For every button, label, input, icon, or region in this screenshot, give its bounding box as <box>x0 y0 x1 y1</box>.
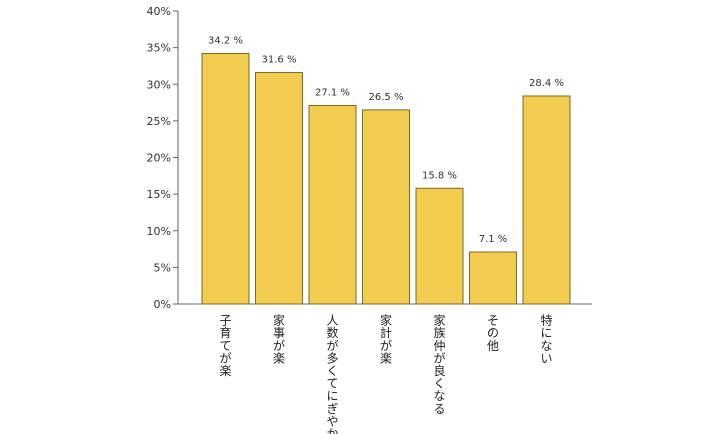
category-label: 人数が多くてにぎやか <box>326 314 338 434</box>
category-label: 子育てが楽 <box>219 314 231 378</box>
category-label: その他 <box>487 314 499 353</box>
bar <box>469 251 517 305</box>
category-label: 家族仲が良くなる <box>433 313 445 416</box>
data-label: 7.1 % <box>479 234 508 245</box>
bar <box>522 95 571 305</box>
bar <box>201 52 250 305</box>
category-label: 家事が楽 <box>273 313 285 366</box>
y-tick-label: 20% <box>147 152 171 165</box>
data-label: 26.5 % <box>369 92 404 103</box>
category-label: 特にない <box>540 313 552 366</box>
y-tick-label: 30% <box>147 78 171 91</box>
y-tick-label: 15% <box>147 188 171 201</box>
bar <box>308 104 357 305</box>
data-label: 27.1 % <box>315 87 350 98</box>
data-label: 31.6 % <box>262 55 297 66</box>
bar <box>415 187 464 305</box>
y-tick-label: 35% <box>147 42 171 55</box>
y-tick-label: 0% <box>154 298 171 311</box>
bar <box>255 72 303 305</box>
data-label: 34.2 % <box>208 35 243 46</box>
y-tick-label: 40% <box>147 5 171 18</box>
y-tick-label: 25% <box>147 115 171 128</box>
category-label: 家計が楽 <box>380 313 392 366</box>
y-tick-label: 5% <box>154 261 171 274</box>
data-label: 15.8 % <box>422 170 457 181</box>
y-tick-label: 10% <box>147 225 171 238</box>
data-label: 28.4 % <box>529 78 564 89</box>
bar <box>362 109 410 305</box>
